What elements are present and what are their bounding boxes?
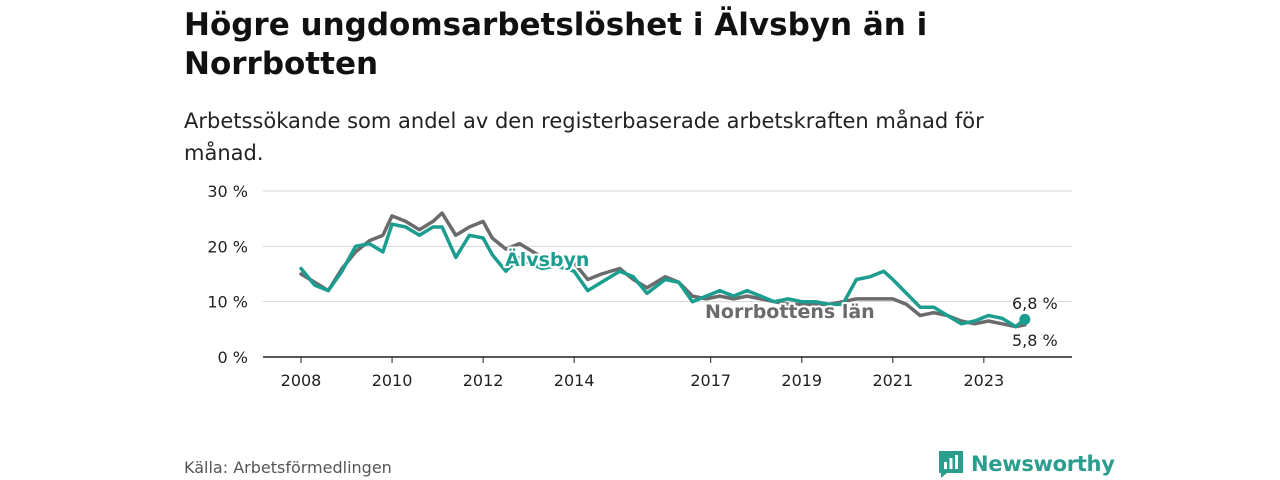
- norrbotten-end-label: 5,8 %: [1012, 331, 1058, 350]
- chart-title: Högre ungdomsarbetslöshet i Älvsbyn än i…: [184, 7, 928, 82]
- newsworthy-logo-text: Newsworthy: [971, 452, 1115, 476]
- y-tick-label: 30 %: [207, 182, 248, 201]
- x-tick-label: 2019: [781, 371, 822, 390]
- y-tick-label: 0 %: [218, 348, 248, 367]
- x-tick-label: 2012: [463, 371, 504, 390]
- alvsbyn-end-point: [1019, 313, 1031, 325]
- x-tick-label: 2010: [372, 371, 413, 390]
- y-tick-label: 10 %: [207, 293, 248, 312]
- x-tick-label: 2023: [963, 371, 1004, 390]
- series-lines: [299, 211, 1031, 329]
- alvsbyn-series-label: Älvsbyn: [505, 247, 589, 271]
- norrbotten-series-label: Norrbottens län: [705, 301, 875, 323]
- series-labels: Älvsbyn Norrbottens län 6,8 % 5,8 %: [503, 245, 1060, 352]
- x-tick-label: 2008: [281, 371, 322, 390]
- norrbotten-line: [299, 211, 1027, 329]
- source-note: Källa: Arbetsförmedlingen: [184, 458, 392, 477]
- chart-subtitle: Arbetssökande som andel av den registerb…: [184, 109, 984, 165]
- y-tick-label: 20 %: [207, 237, 248, 256]
- x-tick-label: 2021: [872, 371, 913, 390]
- gridlines: [263, 190, 1072, 303]
- axes: 0 % 10 % 20 % 30 % 2008 2010 2012 2014 2017 2019 2…: [207, 182, 1072, 390]
- newsworthy-logo-icon: [939, 451, 963, 478]
- x-tick-label: 2017: [690, 371, 731, 390]
- newsworthy-logo[interactable]: Newsworthy: [937, 449, 1115, 479]
- x-tick-label: 2014: [554, 371, 595, 390]
- alvsbyn-line: [299, 222, 1027, 329]
- alvsbyn-end-label: 6,8 %: [1012, 294, 1058, 313]
